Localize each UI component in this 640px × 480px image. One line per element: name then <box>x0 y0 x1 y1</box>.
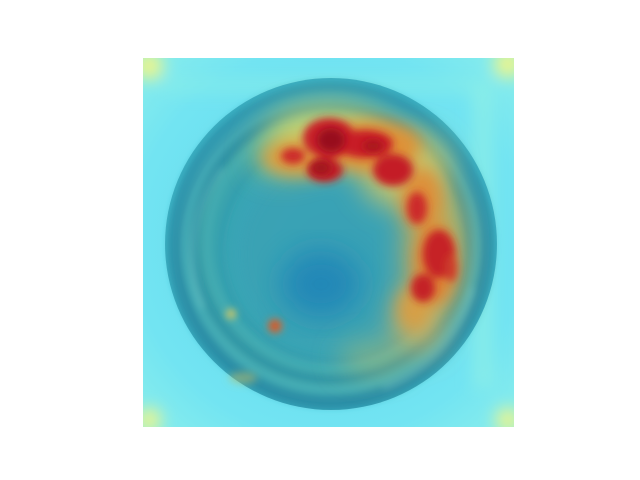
heatmap-overlay-svg <box>143 58 514 427</box>
small-warm-spots <box>226 309 282 384</box>
heatmap-image <box>143 58 514 427</box>
rim-highlights <box>191 167 475 390</box>
dark-red-core <box>311 128 383 175</box>
cool-spot <box>281 250 361 318</box>
